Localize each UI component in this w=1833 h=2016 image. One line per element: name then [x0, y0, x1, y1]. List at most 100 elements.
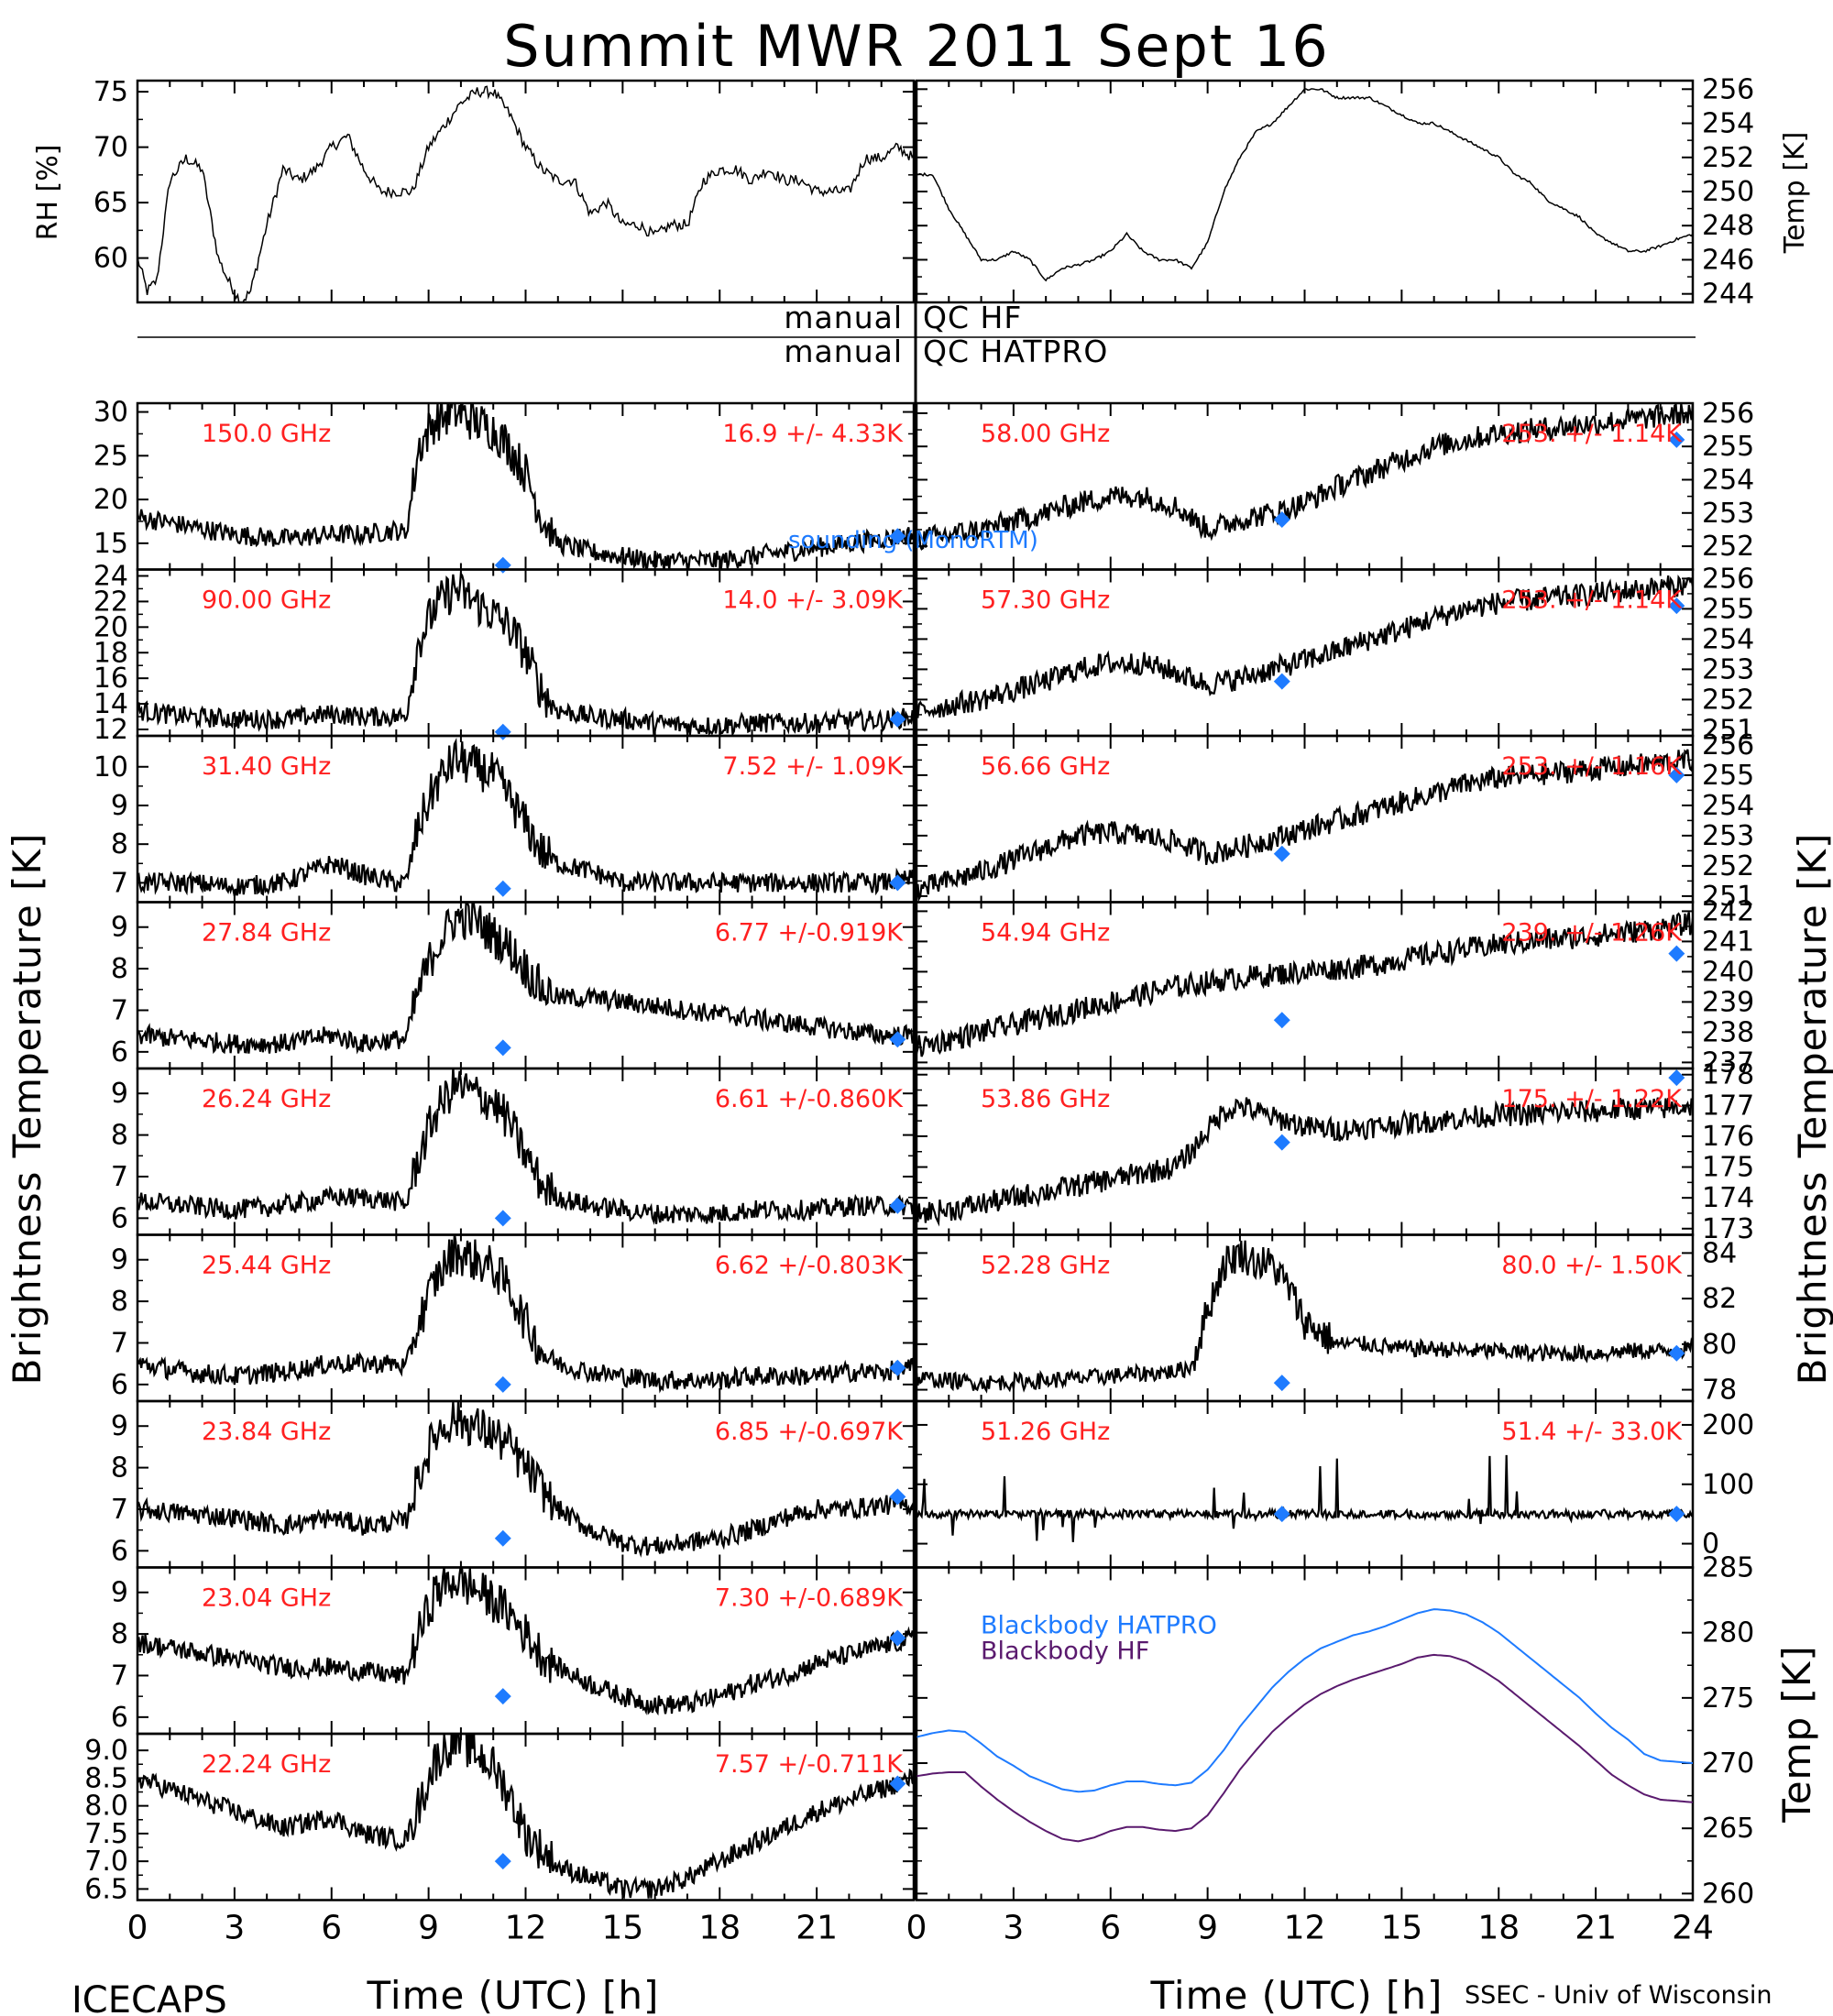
y-tick-label: 12 [93, 714, 128, 746]
frequency-label: 56.66 GHz [981, 752, 1110, 781]
sounding-marker [889, 528, 906, 545]
sounding-marker [1273, 1134, 1290, 1151]
y-tick-label: 22 [93, 586, 128, 618]
y-tick-label: 254 [1702, 108, 1754, 140]
y-tick-label: 6 [111, 1036, 128, 1068]
y-tick-label: 10 [93, 751, 128, 783]
y-tick-label: 8 [111, 1120, 128, 1152]
sounding-marker [889, 1488, 906, 1506]
y-tick-label: 250 [1702, 176, 1754, 208]
series-line-measured [916, 1097, 1693, 1227]
x-tick-label-left: 9 [418, 1910, 439, 1947]
y-tick-label: 14 [93, 688, 128, 720]
y-tick-label: 30 [93, 397, 128, 429]
y-tick-label: 256 [1702, 563, 1754, 595]
x-axis-title-left: Time (UTC) [h] [367, 1973, 660, 2016]
y-tick-label: 65 [93, 187, 128, 219]
series-line-measured [916, 1454, 1693, 1542]
x-tick-label-left: 15 [601, 1910, 643, 1947]
panel-rh: 60 65 70 75 [93, 76, 916, 304]
x-tick-label-right: 15 [1380, 1910, 1422, 1947]
x-tick-label-left: 21 [796, 1910, 838, 1947]
y-tick-label: 255 [1702, 593, 1754, 625]
y-tick-label: 80 [1702, 1329, 1737, 1361]
y-tick-label: 7 [111, 867, 128, 899]
series-line-hf [916, 1653, 1693, 1843]
y-tick-label: 253 [1702, 653, 1754, 685]
sounding-legend-label: sounding (MonoRTM) [788, 527, 1038, 554]
panel-blackbody: 260 265 270 275 280 285 [915, 1552, 1754, 1910]
series-line-measured [137, 902, 914, 1055]
y-tick-label: 8 [111, 1286, 128, 1318]
panel-52.28: 78 80 82 84 52.28 GHz 80.0 +/- 1.50K [915, 1233, 1737, 1407]
sounding-marker [889, 1629, 906, 1647]
stat-label: 80.0 +/- 1.50K [1501, 1252, 1683, 1280]
frequency-label: 22.24 GHz [202, 1750, 331, 1779]
series-line-measured [137, 85, 914, 302]
sounding-marker [1273, 845, 1290, 862]
panel-frame [136, 79, 916, 304]
y-tick-label: 256 [1702, 73, 1754, 105]
y-tick-label: 8 [111, 828, 128, 860]
y-tick-label: 9 [111, 1244, 128, 1276]
y-tick-label: 256 [1702, 398, 1754, 430]
frequency-label: 52.28 GHz [981, 1252, 1110, 1280]
y-tick-label: 7 [111, 1327, 128, 1359]
panel-51.26: 0 100 200 51.26 GHz 51.4 +/- 33.0K [915, 1399, 1754, 1569]
rh-axis-label: RH [%] [32, 145, 64, 241]
y-tick-label: 25 [93, 440, 128, 472]
y-tick-label: 9 [111, 1078, 128, 1110]
right-axis-title: Brightness Temperature [K] [1790, 833, 1833, 1386]
panel-23.04: 6 7 8 9 23.04 GHz 7.30 +/-0.689K [111, 1566, 916, 1736]
panel-frame [915, 79, 1695, 304]
y-tick-label: 7.0 [84, 1846, 128, 1878]
x-tick-label-right: 6 [1100, 1910, 1121, 1947]
y-tick-label: 275 [1702, 1682, 1754, 1715]
y-tick-label: 246 [1702, 244, 1754, 276]
y-tick-label: 238 [1702, 1016, 1754, 1048]
y-tick-label: 20 [93, 484, 128, 516]
stat-label: 7.57 +/-0.711K [715, 1750, 904, 1779]
sounding-marker [1273, 673, 1290, 690]
y-tick-label: 252 [1702, 850, 1754, 882]
stat-label: 51.4 +/- 33.0K [1501, 1418, 1683, 1446]
y-tick-label: 9 [111, 1410, 128, 1442]
panel-22.24: 6.57.07.58.08.59.0 22.24 GHz 7.57 +/-0.711… [84, 1732, 916, 1905]
x-tick-label-left: 0 [127, 1910, 148, 1947]
sounding-marker [889, 874, 906, 892]
panel-150.0: 15 20 25 30 150.0 GHz 16.9 +/- 4.33K [93, 397, 916, 574]
series-line-measured [137, 737, 914, 897]
temp-axis-label: Temp [K] [1779, 132, 1811, 255]
panel-23.84: 6 7 8 9 23.84 GHz 6.85 +/-0.697K [111, 1399, 916, 1569]
y-tick-label: 6 [111, 1369, 128, 1401]
y-tick-label: 178 [1702, 1059, 1754, 1091]
frequency-label: 53.86 GHz [981, 1085, 1110, 1113]
stat-label: 253. +/- 1.14K [1501, 420, 1683, 448]
legend-blackbody-hf: Blackbody HF [981, 1638, 1149, 1666]
series-line-measured [916, 403, 1693, 551]
sounding-marker [494, 1039, 511, 1057]
y-tick-label: 252 [1702, 684, 1754, 716]
y-tick-label: 177 [1702, 1090, 1754, 1122]
y-tick-label: 176 [1702, 1121, 1754, 1153]
credit-label: SSEC - Univ of Wisconsin [1465, 1981, 1772, 2010]
frequency-label: 23.84 GHz [202, 1418, 331, 1446]
sounding-marker [494, 1688, 511, 1705]
stat-label: 6.62 +/-0.803K [715, 1252, 904, 1280]
sounding-marker [1273, 511, 1290, 529]
sounding-marker [494, 723, 511, 740]
y-tick-label: 173 [1702, 1213, 1754, 1245]
y-tick-label: 175 [1702, 1152, 1754, 1184]
x-tick-label-right: 12 [1284, 1910, 1326, 1947]
y-tick-label: 285 [1702, 1552, 1754, 1584]
sounding-marker [1273, 1506, 1290, 1523]
y-tick-label: 252 [1702, 531, 1754, 563]
panel-25.44: 6 7 8 9 25.44 GHz 6.62 +/-0.803K [111, 1233, 916, 1403]
y-tick-label: 248 [1702, 210, 1754, 242]
x-tick-label-right: 18 [1477, 1910, 1520, 1947]
y-tick-label: 70 [93, 132, 128, 164]
